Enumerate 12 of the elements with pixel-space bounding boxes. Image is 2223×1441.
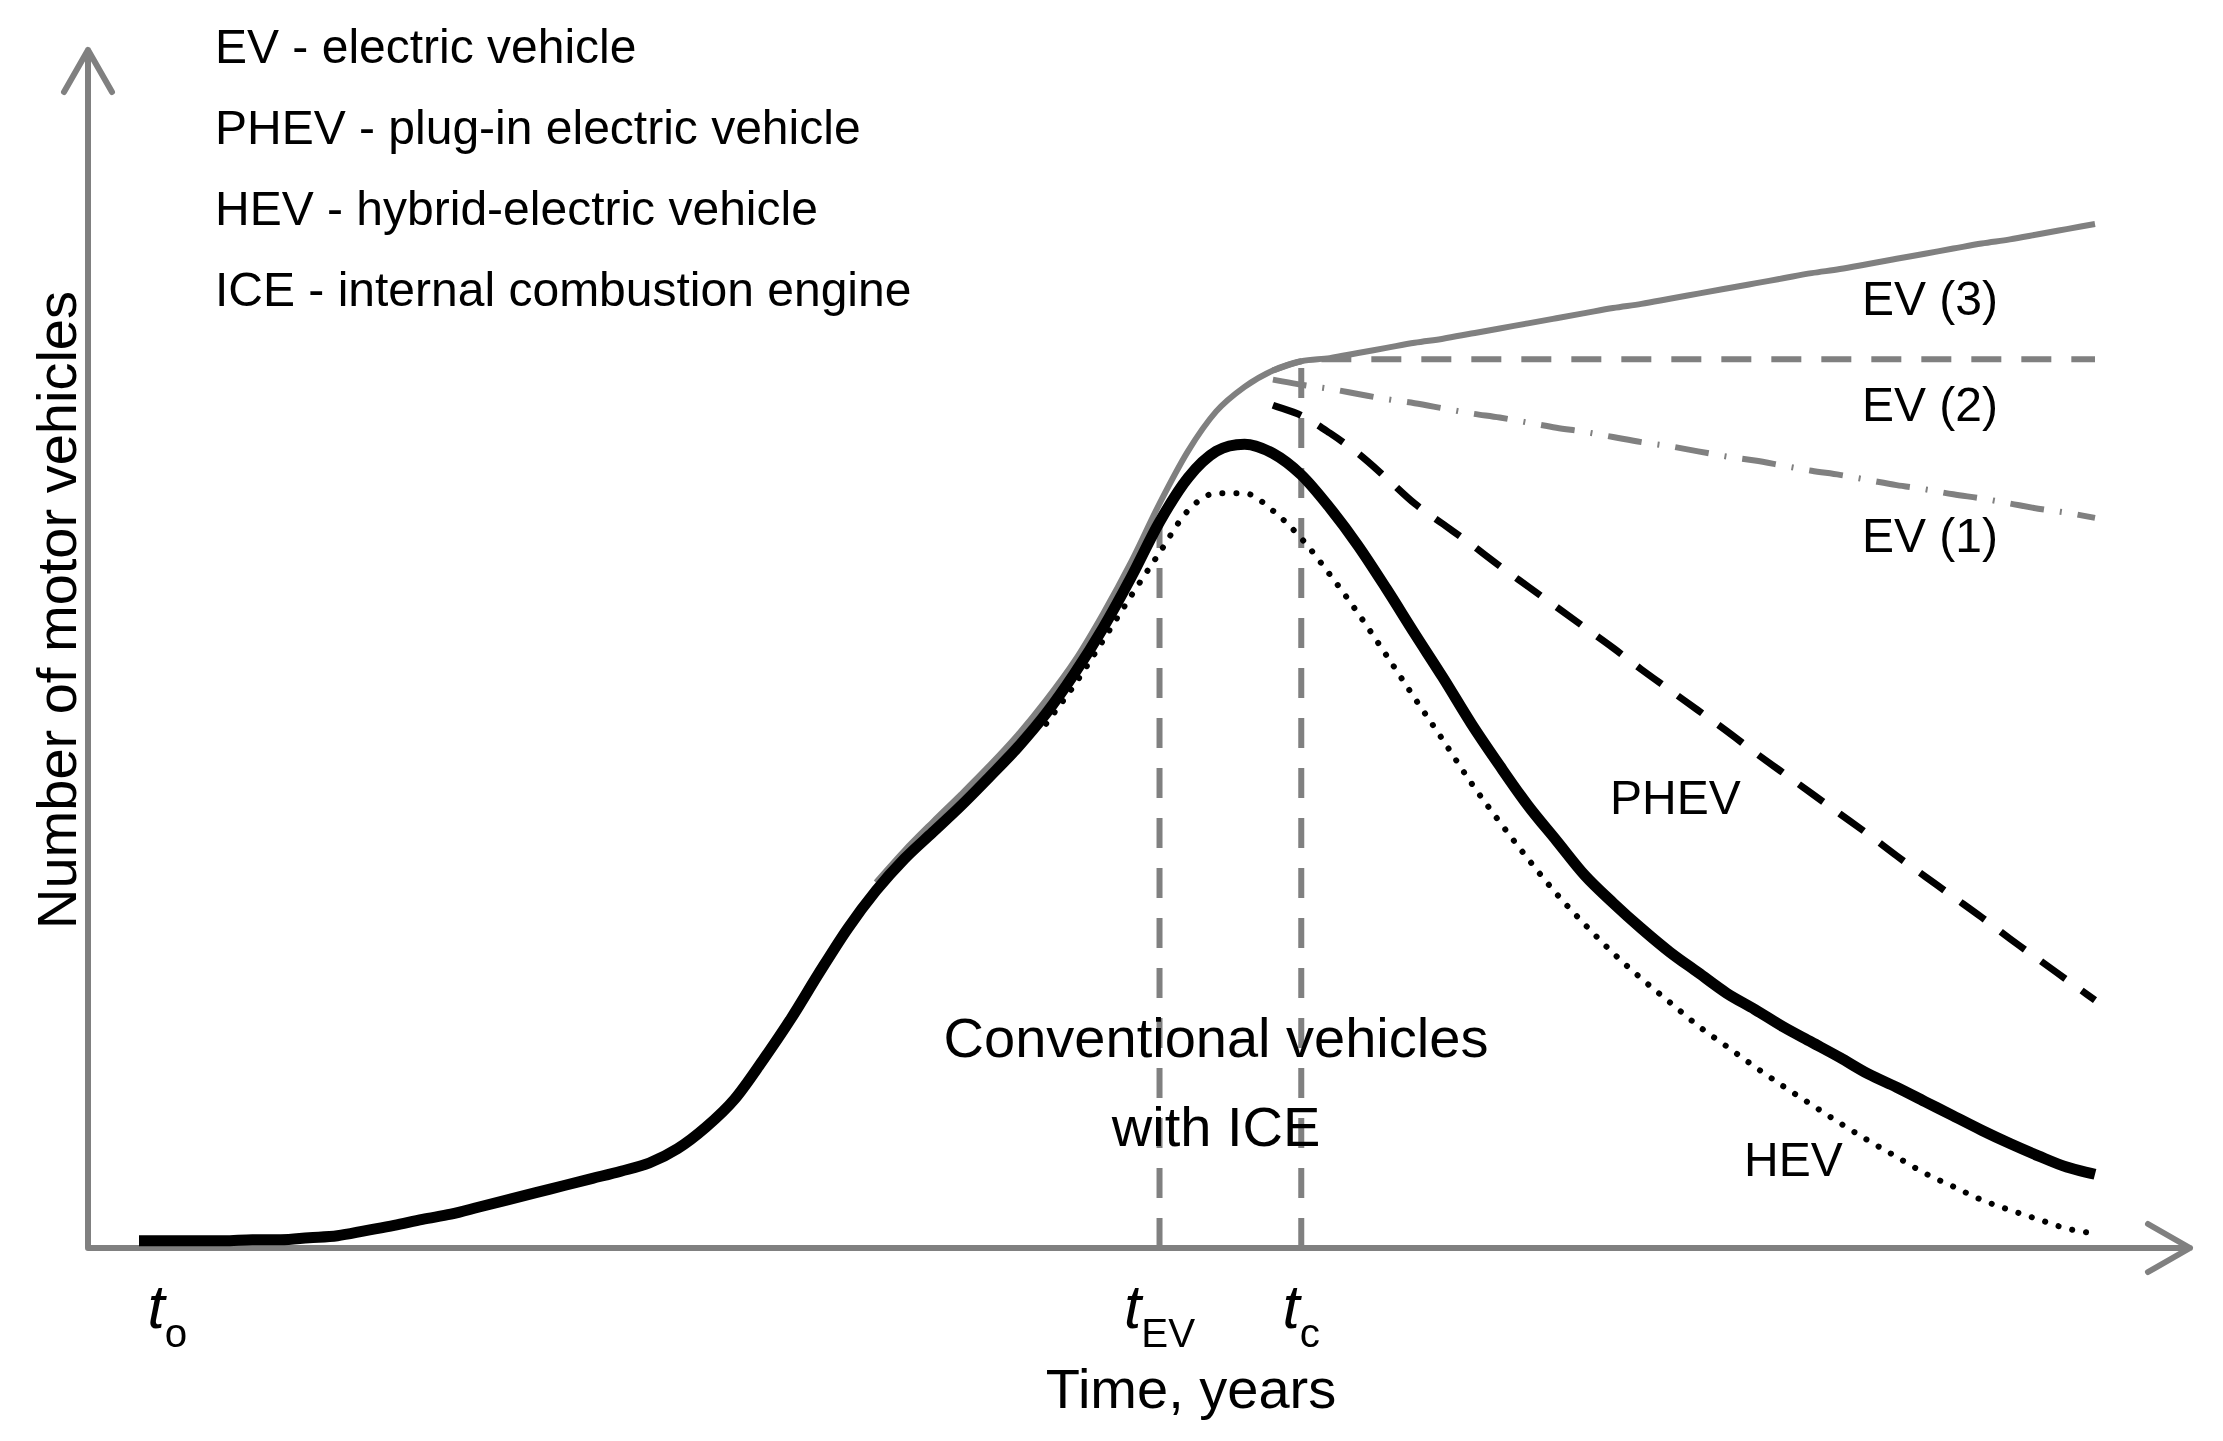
x-axis-title: Time, years (1045, 1357, 1337, 1420)
series-label: EV (1) (1862, 509, 1999, 563)
series-label: EV (3) (1862, 272, 1999, 326)
series-label: EV (2) (1862, 378, 1999, 432)
text: EV - electric vehicle (215, 20, 637, 74)
y-axis-title: Number of motor vehicles (25, 290, 88, 930)
text: PHEV - plug-in electric vehicle (215, 101, 861, 155)
series-label: PHEV (1610, 771, 1741, 825)
text: Conventional vehicles with ICE (943, 1006, 1489, 1159)
annotation: ICE - internal combustion engine (215, 263, 912, 317)
series-label: HEV (1744, 1133, 1843, 1187)
annotation: HEV - hybrid-electric vehicle (215, 182, 818, 236)
